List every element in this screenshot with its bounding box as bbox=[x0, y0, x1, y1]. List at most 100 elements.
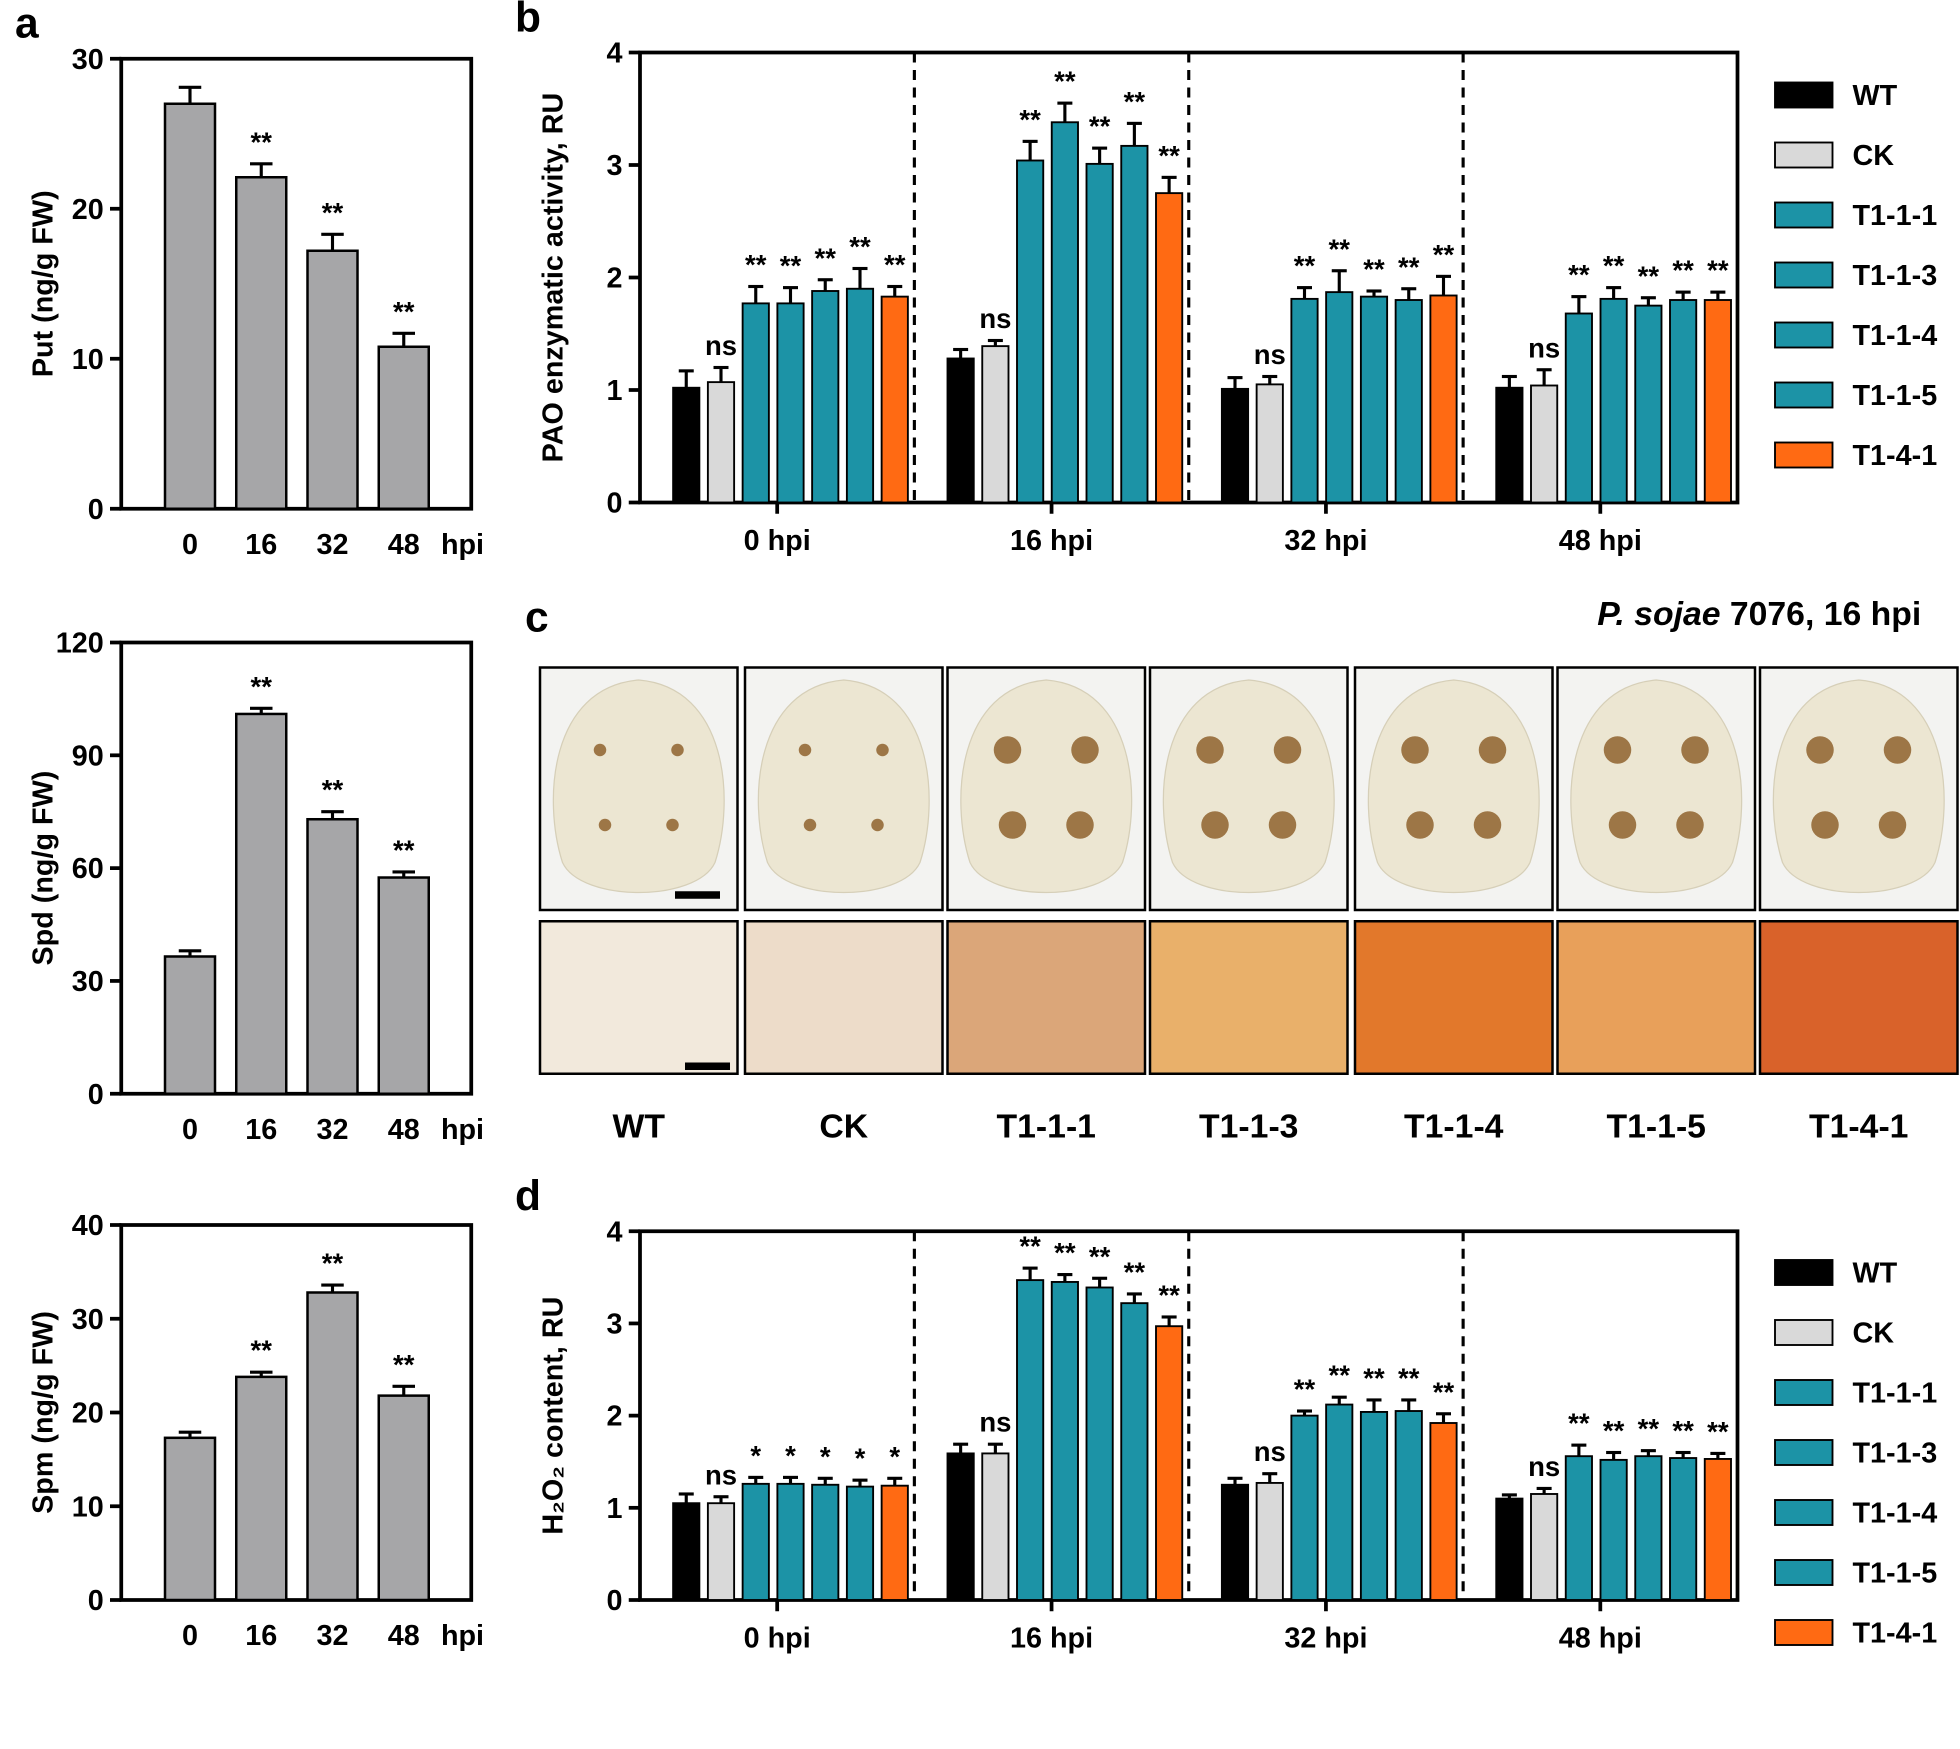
significance: ** bbox=[1638, 260, 1660, 291]
significance: ** bbox=[1707, 255, 1729, 286]
error-bar bbox=[1331, 269, 1347, 293]
y-tick-label: 2 bbox=[607, 263, 623, 295]
lesion bbox=[1681, 736, 1709, 764]
significance: ns bbox=[705, 1459, 737, 1490]
legend-label: T1-4-1 bbox=[1853, 1618, 1938, 1650]
significance: ns bbox=[705, 330, 737, 361]
error-bar bbox=[953, 1442, 969, 1454]
bar bbox=[1599, 297, 1628, 504]
lesion bbox=[1878, 811, 1907, 839]
significance: ** bbox=[815, 242, 837, 273]
bar bbox=[1634, 304, 1663, 504]
bar bbox=[672, 386, 701, 504]
x-tick-label: 0 bbox=[182, 1620, 198, 1652]
significance: ns bbox=[1528, 332, 1560, 363]
significance: ** bbox=[1568, 1408, 1590, 1439]
error-bar bbox=[1366, 289, 1382, 297]
bar bbox=[981, 345, 1010, 504]
error-bar bbox=[1675, 290, 1691, 301]
bar bbox=[1394, 1410, 1423, 1601]
legend-swatch bbox=[1774, 261, 1834, 289]
y-tick-label: 3 bbox=[607, 150, 623, 182]
error-bar bbox=[783, 1475, 799, 1484]
significance: ** bbox=[1603, 250, 1625, 281]
significance: ns bbox=[979, 1407, 1011, 1438]
bar bbox=[981, 1452, 1010, 1601]
bar bbox=[1290, 297, 1319, 504]
legend-swatch bbox=[1774, 201, 1834, 229]
error-bar bbox=[1227, 376, 1243, 389]
significance: ** bbox=[1158, 140, 1180, 171]
sample-label: T1-4-1 bbox=[1809, 1108, 1908, 1146]
error-bar bbox=[1501, 374, 1517, 388]
legend-swatch bbox=[1774, 1559, 1834, 1586]
y-tick-label: 1 bbox=[607, 1493, 623, 1525]
legend-swatch bbox=[1774, 441, 1834, 469]
legend-label: T1-1-1 bbox=[1853, 1378, 1938, 1410]
bar bbox=[811, 1483, 840, 1601]
error-bar bbox=[817, 278, 833, 292]
sample-label: T1-1-5 bbox=[1607, 1108, 1706, 1146]
legend-swatch bbox=[1774, 1439, 1834, 1466]
x-tick-label: 32 bbox=[317, 1114, 349, 1146]
x-tick-label: 48 hpi bbox=[1559, 525, 1642, 557]
legend-label: T1-1-1 bbox=[1853, 200, 1938, 232]
error-bar bbox=[1536, 1486, 1552, 1494]
significance: ** bbox=[393, 296, 415, 327]
bar bbox=[1016, 1279, 1045, 1601]
bar bbox=[1120, 144, 1149, 504]
lesion bbox=[1676, 811, 1704, 839]
y-tick-label: 0 bbox=[88, 1079, 104, 1111]
legend-swatch bbox=[1774, 1319, 1834, 1346]
significance: ** bbox=[1603, 1415, 1625, 1446]
error-bar bbox=[713, 365, 729, 383]
bar bbox=[1564, 312, 1593, 504]
bar bbox=[1599, 1458, 1628, 1601]
stain-photo bbox=[538, 920, 739, 1076]
bar bbox=[306, 817, 359, 1096]
error-bar bbox=[1401, 287, 1417, 301]
bar bbox=[946, 357, 975, 504]
bar bbox=[1120, 1302, 1149, 1601]
bar bbox=[845, 287, 875, 504]
bar bbox=[1394, 299, 1423, 504]
significance: ** bbox=[1672, 255, 1694, 286]
bar bbox=[163, 955, 217, 1096]
legend-swatch bbox=[1774, 381, 1834, 409]
bar bbox=[1359, 1411, 1389, 1601]
significance: ** bbox=[849, 231, 871, 262]
error-bar bbox=[1501, 1493, 1517, 1499]
sample-label: WT bbox=[613, 1108, 666, 1146]
bar bbox=[880, 1484, 909, 1601]
bar bbox=[1495, 386, 1524, 504]
bar bbox=[1220, 1483, 1250, 1601]
legend-swatch bbox=[1774, 141, 1834, 169]
lesion bbox=[1273, 736, 1302, 764]
lesion bbox=[1473, 811, 1502, 839]
error-bar bbox=[748, 284, 764, 304]
y-tick-label: 40 bbox=[72, 1210, 104, 1242]
panel-label: d bbox=[515, 1173, 541, 1220]
lesion bbox=[998, 811, 1027, 839]
significance: ** bbox=[1124, 86, 1146, 117]
significance: ** bbox=[1672, 1415, 1694, 1446]
x-tick-label: 32 bbox=[317, 1620, 349, 1652]
significance: * bbox=[750, 1440, 761, 1471]
bar bbox=[1050, 1281, 1079, 1601]
y-tick-label: 4 bbox=[607, 38, 623, 70]
species: P. sojae bbox=[1597, 595, 1720, 633]
legend-label: CK bbox=[1853, 140, 1895, 172]
lesion bbox=[1883, 736, 1912, 764]
y-axis-label: H₂O₂ content, RU bbox=[538, 1297, 570, 1535]
y-axis-label: Spm (ng/g FW) bbox=[28, 1311, 60, 1514]
bar bbox=[1359, 295, 1389, 504]
bar bbox=[1155, 192, 1184, 504]
significance: ** bbox=[322, 774, 344, 805]
error-bar bbox=[1296, 286, 1312, 299]
y-tick-label: 0 bbox=[88, 494, 104, 526]
y-axis-label: PAO enzymatic activity, RU bbox=[538, 93, 570, 463]
plot-frame bbox=[119, 56, 474, 511]
significance: ** bbox=[1398, 1362, 1420, 1393]
error-bar bbox=[748, 1475, 764, 1484]
